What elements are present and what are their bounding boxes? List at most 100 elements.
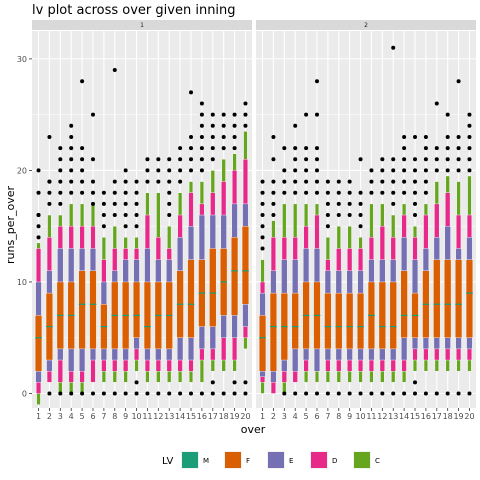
outlier-point <box>156 179 161 184</box>
outlier-point <box>90 391 95 396</box>
legend-label: C <box>375 457 380 465</box>
outlier-point <box>434 146 439 151</box>
x-tick-label: 8 <box>112 412 117 421</box>
lv-box <box>258 179 267 394</box>
outlier-point <box>167 391 172 396</box>
legend-item-C: C <box>353 451 380 469</box>
x-tick-label: 11 <box>366 412 376 421</box>
x-tick-label: 9 <box>123 412 128 421</box>
lv-level-F <box>454 259 463 338</box>
outlier-point <box>358 224 363 229</box>
outlier-point <box>423 391 428 396</box>
outlier-point <box>36 168 41 173</box>
outlier-point <box>467 112 472 117</box>
x-tick-label: 14 <box>399 412 409 421</box>
outlier-point <box>178 146 183 151</box>
outlier-point <box>434 157 439 162</box>
lv-level-F <box>34 315 43 372</box>
outlier-point <box>101 224 106 229</box>
outlier-point <box>221 146 226 151</box>
lv-box <box>56 146 64 396</box>
x-tick-label: 2 <box>47 412 52 421</box>
x-tick-label: 7 <box>325 412 330 421</box>
outlier-point <box>58 146 63 151</box>
outlier-point <box>304 146 309 151</box>
lv-level-F <box>258 315 267 372</box>
outlier-point <box>167 168 172 173</box>
outlier-point <box>260 201 265 206</box>
lv-level-F <box>433 259 441 338</box>
outlier-point <box>271 157 276 162</box>
outlier-point <box>167 213 172 218</box>
outlier-point <box>304 112 309 117</box>
outlier-point <box>112 391 117 396</box>
outlier-point <box>36 224 41 229</box>
outlier-point <box>69 146 74 151</box>
outlier-point <box>402 190 407 195</box>
outlier-point <box>232 391 237 396</box>
outlier-point <box>282 190 287 195</box>
legend-key-swatch <box>311 452 327 468</box>
outlier-point <box>271 179 276 184</box>
outlier-point <box>210 134 215 139</box>
outlier-point <box>467 134 472 139</box>
outlier-point <box>336 190 341 195</box>
outlier-point <box>413 213 418 218</box>
facet-strip-label: 2 <box>364 22 368 29</box>
legend-item-D: D <box>310 451 337 469</box>
lv-box <box>165 157 173 396</box>
outlier-point <box>156 168 161 173</box>
outlier-point <box>90 201 95 206</box>
x-tick-label: 3 <box>282 412 287 421</box>
outlier-point <box>314 157 319 162</box>
outlier-point <box>325 179 330 184</box>
outlier-point <box>260 224 265 229</box>
x-axis-title: over <box>241 423 266 436</box>
outlier-point <box>325 213 330 218</box>
x-tick-label: 16 <box>197 412 207 421</box>
outlier-point <box>445 134 450 139</box>
outlier-point <box>380 168 385 173</box>
outlier-point <box>423 157 428 162</box>
outlier-point <box>145 168 150 173</box>
outlier-point <box>199 391 204 396</box>
outlier-point <box>380 190 385 195</box>
lv-level-F <box>444 259 452 338</box>
x-tick-label: 1 <box>36 412 41 421</box>
lv-box <box>411 134 419 396</box>
y-axis-title: runs_per_over <box>4 186 17 264</box>
outlier-point <box>391 157 396 162</box>
outlier-point <box>80 168 85 173</box>
outlier-point <box>467 391 472 396</box>
lv-level-F <box>465 259 474 338</box>
outlier-point <box>380 179 385 184</box>
outlier-point <box>69 134 74 139</box>
outlier-point <box>123 391 128 396</box>
lv-box <box>241 101 250 396</box>
outlier-point <box>134 224 139 229</box>
legend-key-swatch <box>268 452 284 468</box>
outlier-point <box>304 157 309 162</box>
outlier-point <box>260 190 265 195</box>
outlier-point <box>391 391 396 396</box>
outlier-point <box>69 190 74 195</box>
outlier-point <box>156 157 161 162</box>
outlier-point <box>271 213 276 218</box>
outlier-point <box>282 168 287 173</box>
lv-box <box>122 168 130 396</box>
outlier-point <box>210 380 215 385</box>
outlier-point <box>445 157 450 162</box>
outlier-point <box>413 134 418 139</box>
outlier-point <box>456 168 461 173</box>
outlier-point <box>391 45 396 50</box>
lv-box <box>378 157 386 396</box>
outlier-point <box>199 101 204 106</box>
lv-box <box>346 179 354 396</box>
legend-key-swatch <box>225 452 241 468</box>
outlier-point <box>47 201 52 206</box>
outlier-point <box>58 391 63 396</box>
outlier-point <box>210 146 215 151</box>
outlier-point <box>134 179 139 184</box>
x-tick-label: 12 <box>377 412 387 421</box>
outlier-point <box>293 157 298 162</box>
